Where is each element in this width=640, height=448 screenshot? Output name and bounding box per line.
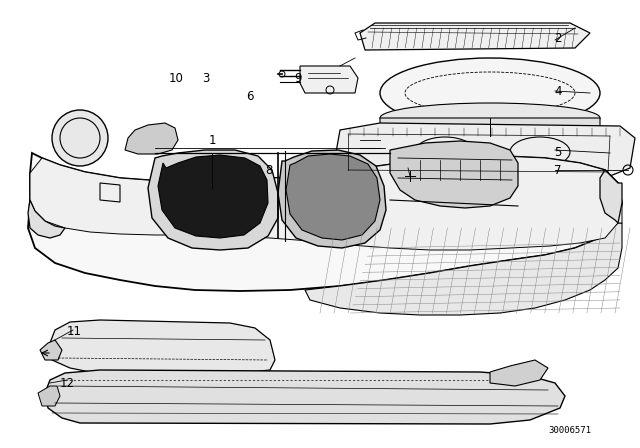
Text: 30006571: 30006571 bbox=[548, 426, 591, 435]
Text: 6: 6 bbox=[246, 90, 253, 103]
Polygon shape bbox=[600, 170, 622, 223]
Text: 3: 3 bbox=[202, 72, 210, 85]
Polygon shape bbox=[278, 150, 386, 248]
Text: 4: 4 bbox=[554, 85, 562, 98]
Text: 2: 2 bbox=[554, 31, 562, 44]
Text: 9: 9 bbox=[294, 72, 301, 85]
Text: 12: 12 bbox=[60, 376, 74, 389]
Text: 8: 8 bbox=[266, 164, 273, 177]
Polygon shape bbox=[300, 66, 358, 93]
Ellipse shape bbox=[380, 103, 600, 133]
Text: 11: 11 bbox=[67, 324, 81, 337]
Polygon shape bbox=[158, 155, 268, 238]
Polygon shape bbox=[45, 370, 565, 424]
Polygon shape bbox=[305, 223, 622, 315]
Polygon shape bbox=[380, 118, 600, 136]
Polygon shape bbox=[335, 123, 635, 180]
Ellipse shape bbox=[52, 110, 108, 166]
Polygon shape bbox=[30, 156, 622, 250]
Ellipse shape bbox=[380, 58, 600, 128]
Polygon shape bbox=[286, 154, 380, 240]
Text: 5: 5 bbox=[554, 146, 562, 159]
Text: 7: 7 bbox=[554, 164, 562, 177]
Polygon shape bbox=[390, 141, 518, 208]
Text: 1: 1 bbox=[208, 134, 216, 146]
Polygon shape bbox=[490, 360, 548, 386]
Polygon shape bbox=[28, 200, 65, 238]
Polygon shape bbox=[48, 320, 275, 374]
Polygon shape bbox=[38, 386, 60, 406]
Polygon shape bbox=[148, 150, 278, 250]
Polygon shape bbox=[360, 23, 590, 50]
Polygon shape bbox=[40, 340, 62, 360]
Text: 10: 10 bbox=[168, 72, 184, 85]
Polygon shape bbox=[28, 153, 622, 291]
Polygon shape bbox=[125, 123, 178, 154]
